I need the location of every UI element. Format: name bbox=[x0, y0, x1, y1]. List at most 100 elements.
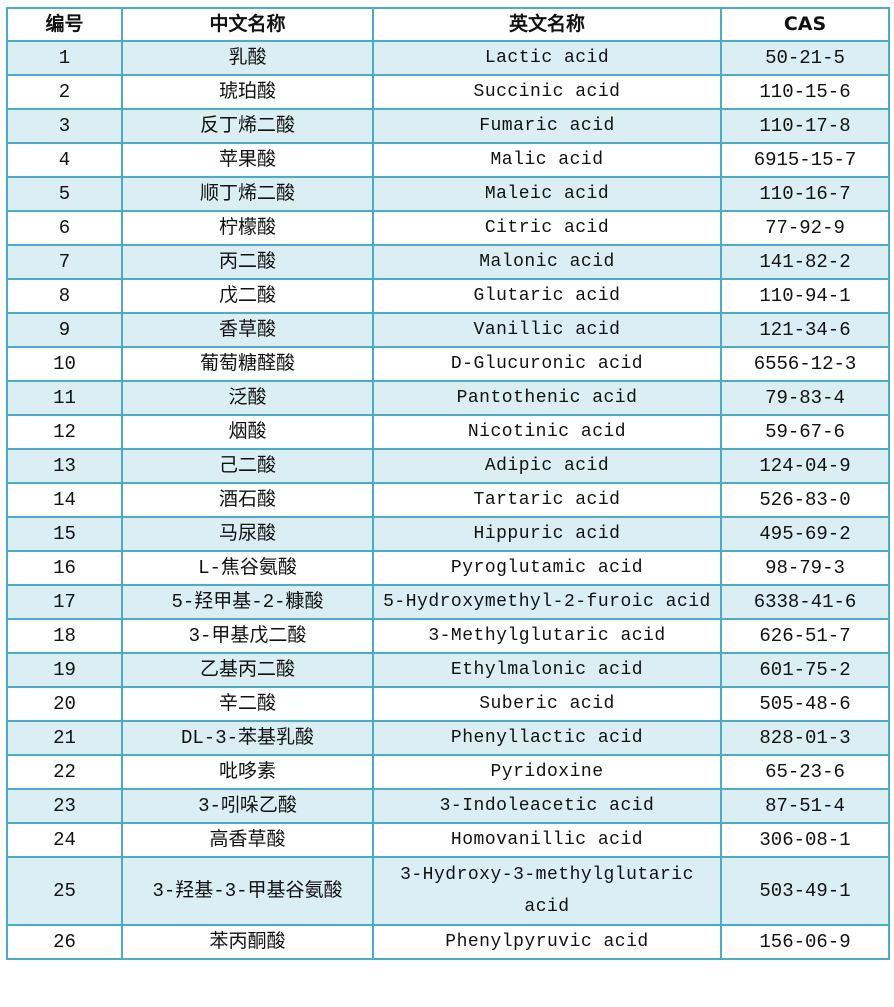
number-cell: 17 bbox=[6, 584, 123, 620]
english-name-cell: Adipic acid bbox=[372, 448, 722, 484]
chinese-name-cell: 苯丙酮酸 bbox=[121, 924, 374, 960]
cas-cell: 50-21-5 bbox=[720, 40, 890, 76]
chinese-name-cell: 3-吲哚乙酸 bbox=[121, 788, 374, 824]
chinese-name-cell: 苹果酸 bbox=[121, 142, 374, 178]
table-row: 2 琥珀酸 Succinic acid 110-15-6 bbox=[6, 74, 890, 110]
english-name-cell: 3-Hydroxy-3-methylglutaric acid bbox=[372, 856, 722, 926]
chinese-name-cell: 辛二酸 bbox=[121, 686, 374, 722]
cas-cell: 79-83-4 bbox=[720, 380, 890, 416]
chinese-name-cell: 琥珀酸 bbox=[121, 74, 374, 110]
number-cell: 21 bbox=[6, 720, 123, 756]
english-name-cell: Nicotinic acid bbox=[372, 414, 722, 450]
header-row: 编号 中文名称 英文名称 CAS bbox=[6, 7, 890, 42]
table-row: 10 葡萄糖醛酸 D-Glucuronic acid 6556-12-3 bbox=[6, 346, 890, 382]
cas-cell: 141-82-2 bbox=[720, 244, 890, 280]
table-row: 20 辛二酸 Suberic acid 505-48-6 bbox=[6, 686, 890, 722]
english-name-cell: Citric acid bbox=[372, 210, 722, 246]
number-cell: 19 bbox=[6, 652, 123, 688]
chinese-name-cell: 马尿酸 bbox=[121, 516, 374, 552]
header-chinese-name: 中文名称 bbox=[121, 7, 374, 42]
english-name-cell: 3-Methylglutaric acid bbox=[372, 618, 722, 654]
english-name-cell: Tartaric acid bbox=[372, 482, 722, 518]
cas-cell: 110-17-8 bbox=[720, 108, 890, 144]
english-name-cell: Maleic acid bbox=[372, 176, 722, 212]
chinese-name-cell: 己二酸 bbox=[121, 448, 374, 484]
cas-cell: 6915-15-7 bbox=[720, 142, 890, 178]
table-row: 8 戊二酸 Glutaric acid 110-94-1 bbox=[6, 278, 890, 314]
table-row: 22 吡哆素 Pyridoxine 65-23-6 bbox=[6, 754, 890, 790]
table-row: 19 乙基丙二酸 Ethylmalonic acid 601-75-2 bbox=[6, 652, 890, 688]
cas-cell: 503-49-1 bbox=[720, 856, 890, 926]
cas-cell: 601-75-2 bbox=[720, 652, 890, 688]
table-row: 17 5-羟甲基-2-糠酸 5-Hydroxymethyl-2-furoic aci… bbox=[6, 584, 890, 620]
chinese-name-cell: DL-3-苯基乳酸 bbox=[121, 720, 374, 756]
chinese-name-cell: 葡萄糖醛酸 bbox=[121, 346, 374, 382]
cas-cell: 6338-41-6 bbox=[720, 584, 890, 620]
table-row: 4 苹果酸 Malic acid 6915-15-7 bbox=[6, 142, 890, 178]
table-row: 13 己二酸 Adipic acid 124-04-9 bbox=[6, 448, 890, 484]
table-row: 6 柠檬酸 Citric acid 77-92-9 bbox=[6, 210, 890, 246]
number-cell: 6 bbox=[6, 210, 123, 246]
chinese-name-cell: 反丁烯二酸 bbox=[121, 108, 374, 144]
number-cell: 9 bbox=[6, 312, 123, 348]
chinese-name-cell: 3-甲基戊二酸 bbox=[121, 618, 374, 654]
english-name-cell: Ethylmalonic acid bbox=[372, 652, 722, 688]
number-cell: 1 bbox=[6, 40, 123, 76]
acid-table: 编号 中文名称 英文名称 CAS 1 乳酸 Lactic acid 50-21-5 2 琥… bbox=[6, 7, 890, 960]
table-row: 5 顺丁烯二酸 Maleic acid 110-16-7 bbox=[6, 176, 890, 212]
number-cell: 12 bbox=[6, 414, 123, 450]
english-name-cell: Glutaric acid bbox=[372, 278, 722, 314]
cas-cell: 110-94-1 bbox=[720, 278, 890, 314]
header-cas: CAS bbox=[720, 7, 890, 42]
cas-cell: 828-01-3 bbox=[720, 720, 890, 756]
table-row: 26 苯丙酮酸 Phenylpyruvic acid 156-06-9 bbox=[6, 924, 890, 960]
english-name-cell: Pyridoxine bbox=[372, 754, 722, 790]
chinese-name-cell: 乙基丙二酸 bbox=[121, 652, 374, 688]
cas-cell: 87-51-4 bbox=[720, 788, 890, 824]
number-cell: 7 bbox=[6, 244, 123, 280]
table-row: 15 马尿酸 Hippuric acid 495-69-2 bbox=[6, 516, 890, 552]
english-name-cell: Hippuric acid bbox=[372, 516, 722, 552]
english-name-cell: Malic acid bbox=[372, 142, 722, 178]
table-row: 25 3-羟基-3-甲基谷氨酸 3-Hydroxy-3-methylglutaric… bbox=[6, 856, 890, 926]
header-number: 编号 bbox=[6, 7, 123, 42]
english-name-cell: Phenylpyruvic acid bbox=[372, 924, 722, 960]
chinese-name-cell: 乳酸 bbox=[121, 40, 374, 76]
table-row: 14 酒石酸 Tartaric acid 526-83-0 bbox=[6, 482, 890, 518]
english-name-cell: Vanillic acid bbox=[372, 312, 722, 348]
english-name-cell: Succinic acid bbox=[372, 74, 722, 110]
number-cell: 11 bbox=[6, 380, 123, 416]
header-english-name: 英文名称 bbox=[372, 7, 722, 42]
chinese-name-cell: 高香草酸 bbox=[121, 822, 374, 858]
english-name-cell: 3-Indoleacetic acid bbox=[372, 788, 722, 824]
table-row: 21 DL-3-苯基乳酸 Phenyllactic acid 828-01-3 bbox=[6, 720, 890, 756]
table-row: 18 3-甲基戊二酸 3-Methylglutaric acid 626-51-7 bbox=[6, 618, 890, 654]
number-cell: 20 bbox=[6, 686, 123, 722]
table-row: 11 泛酸 Pantothenic acid 79-83-4 bbox=[6, 380, 890, 416]
number-cell: 4 bbox=[6, 142, 123, 178]
number-cell: 8 bbox=[6, 278, 123, 314]
chinese-name-cell: 泛酸 bbox=[121, 380, 374, 416]
chinese-name-cell: 顺丁烯二酸 bbox=[121, 176, 374, 212]
number-cell: 22 bbox=[6, 754, 123, 790]
english-name-cell: Phenyllactic acid bbox=[372, 720, 722, 756]
chinese-name-cell: 戊二酸 bbox=[121, 278, 374, 314]
chinese-name-cell: 丙二酸 bbox=[121, 244, 374, 280]
number-cell: 10 bbox=[6, 346, 123, 382]
number-cell: 24 bbox=[6, 822, 123, 858]
english-name-cell: Pantothenic acid bbox=[372, 380, 722, 416]
table-row: 24 高香草酸 Homovanillic acid 306-08-1 bbox=[6, 822, 890, 858]
chinese-name-cell: 柠檬酸 bbox=[121, 210, 374, 246]
number-cell: 13 bbox=[6, 448, 123, 484]
english-name-cell: Lactic acid bbox=[372, 40, 722, 76]
english-name-cell: Malonic acid bbox=[372, 244, 722, 280]
chinese-name-cell: 酒石酸 bbox=[121, 482, 374, 518]
cas-cell: 124-04-9 bbox=[720, 448, 890, 484]
cas-cell: 6556-12-3 bbox=[720, 346, 890, 382]
english-name-cell: D-Glucuronic acid bbox=[372, 346, 722, 382]
number-cell: 2 bbox=[6, 74, 123, 110]
number-cell: 3 bbox=[6, 108, 123, 144]
cas-cell: 306-08-1 bbox=[720, 822, 890, 858]
chinese-name-cell: 3-羟基-3-甲基谷氨酸 bbox=[121, 856, 374, 926]
cas-cell: 626-51-7 bbox=[720, 618, 890, 654]
